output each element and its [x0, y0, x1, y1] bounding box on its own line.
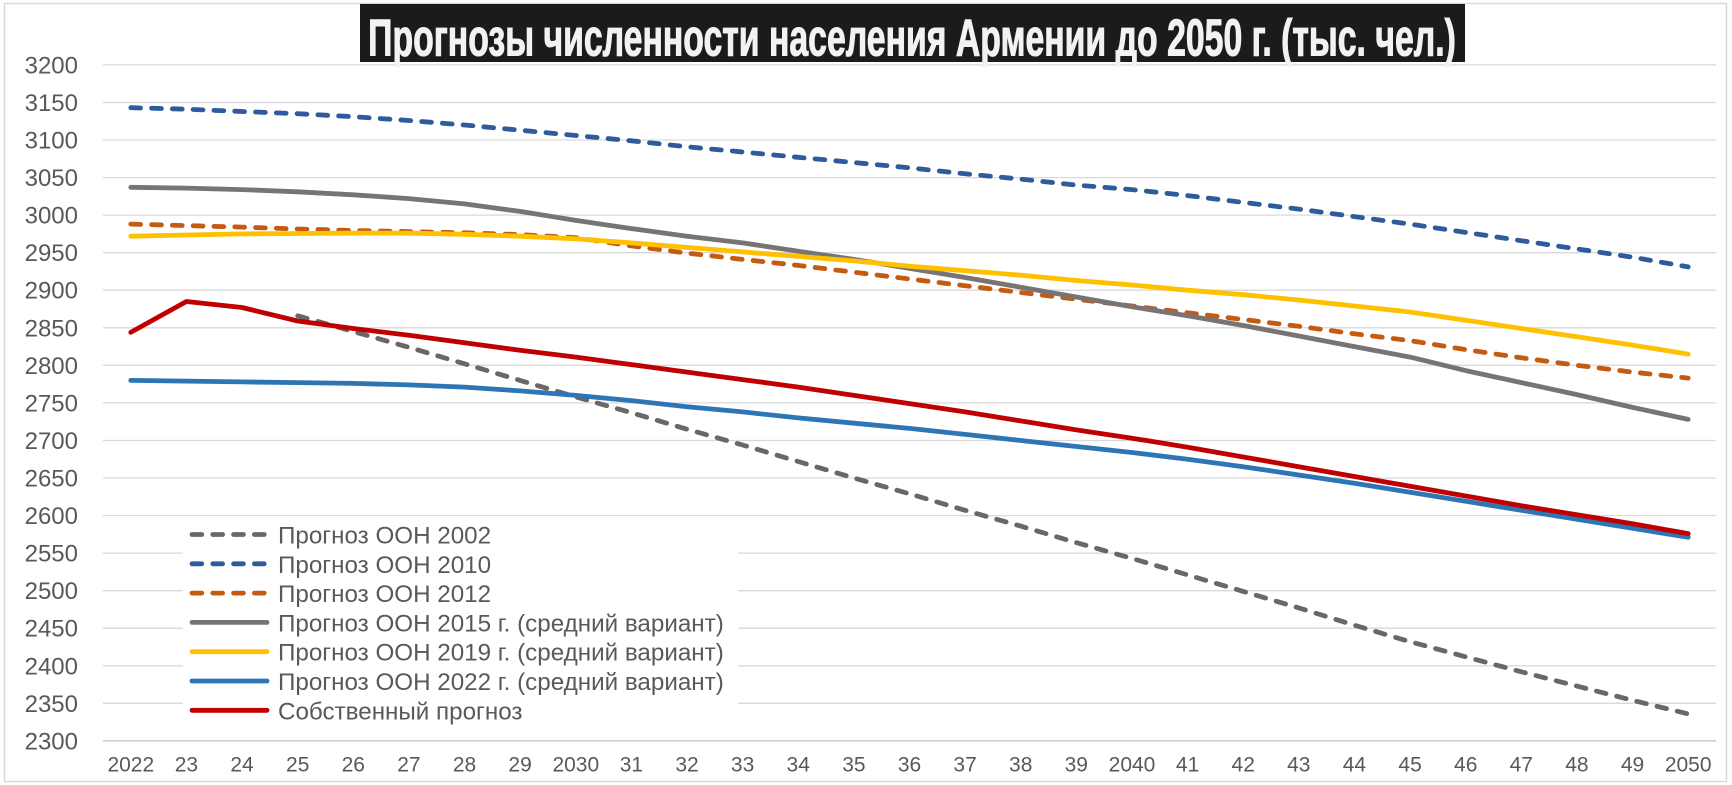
svg-text:2500: 2500 [25, 578, 78, 605]
svg-text:41: 41 [1176, 754, 1199, 777]
svg-text:45: 45 [1398, 754, 1421, 777]
svg-text:47: 47 [1510, 754, 1533, 777]
svg-text:35: 35 [842, 754, 865, 777]
svg-text:Прогноз ООН 2002: Прогноз ООН 2002 [278, 523, 491, 550]
svg-text:Прогноз ООН 2015 г. (средний в: Прогноз ООН 2015 г. (средний вариант) [278, 610, 724, 637]
svg-text:Прогноз ООН 2022 г. (средний в: Прогноз ООН 2022 г. (средний вариант) [278, 669, 724, 696]
svg-text:23: 23 [175, 754, 198, 777]
svg-text:2300: 2300 [25, 728, 78, 755]
svg-text:2350: 2350 [25, 691, 78, 718]
svg-text:3000: 3000 [25, 203, 78, 230]
svg-text:37: 37 [953, 754, 976, 777]
svg-text:2050: 2050 [1665, 754, 1712, 777]
svg-text:26: 26 [342, 754, 365, 777]
svg-text:43: 43 [1287, 754, 1310, 777]
svg-text:2450: 2450 [25, 616, 78, 643]
svg-text:2030: 2030 [552, 754, 599, 777]
svg-text:2800: 2800 [25, 353, 78, 380]
svg-text:3100: 3100 [25, 128, 78, 155]
svg-text:27: 27 [397, 754, 420, 777]
svg-text:2900: 2900 [25, 278, 78, 305]
svg-text:3200: 3200 [25, 52, 78, 79]
svg-text:46: 46 [1454, 754, 1477, 777]
svg-text:2700: 2700 [25, 428, 78, 455]
svg-text:28: 28 [453, 754, 476, 777]
svg-text:2400: 2400 [25, 653, 78, 680]
svg-text:3050: 3050 [25, 165, 78, 192]
svg-text:42: 42 [1232, 754, 1255, 777]
svg-text:29: 29 [508, 754, 531, 777]
svg-text:2750: 2750 [25, 390, 78, 417]
svg-text:2600: 2600 [25, 503, 78, 530]
svg-text:2850: 2850 [25, 315, 78, 342]
svg-text:36: 36 [898, 754, 921, 777]
svg-text:2550: 2550 [25, 541, 78, 568]
svg-text:48: 48 [1565, 754, 1588, 777]
svg-text:2040: 2040 [1109, 754, 1156, 777]
svg-text:2650: 2650 [25, 466, 78, 493]
svg-text:39: 39 [1065, 754, 1088, 777]
svg-text:Прогнозы численности населения: Прогнозы численности населения Армении д… [368, 9, 1456, 67]
svg-text:25: 25 [286, 754, 309, 777]
svg-text:38: 38 [1009, 754, 1032, 777]
svg-text:32: 32 [675, 754, 698, 777]
svg-text:2950: 2950 [25, 240, 78, 267]
svg-text:33: 33 [731, 754, 754, 777]
svg-text:Прогноз ООН 2012: Прогноз ООН 2012 [278, 581, 491, 608]
svg-text:34: 34 [787, 754, 811, 777]
svg-text:2022: 2022 [107, 754, 154, 777]
svg-text:Прогноз ООН 2010: Прогноз ООН 2010 [278, 552, 491, 579]
svg-text:31: 31 [620, 754, 643, 777]
svg-text:49: 49 [1621, 754, 1644, 777]
svg-text:Собственный прогноз: Собственный прогноз [278, 698, 523, 725]
svg-text:3150: 3150 [25, 90, 78, 117]
svg-text:Прогноз ООН 2019 г. (средний в: Прогноз ООН 2019 г. (средний вариант) [278, 640, 724, 667]
svg-text:44: 44 [1343, 754, 1367, 777]
svg-text:24: 24 [230, 754, 254, 777]
